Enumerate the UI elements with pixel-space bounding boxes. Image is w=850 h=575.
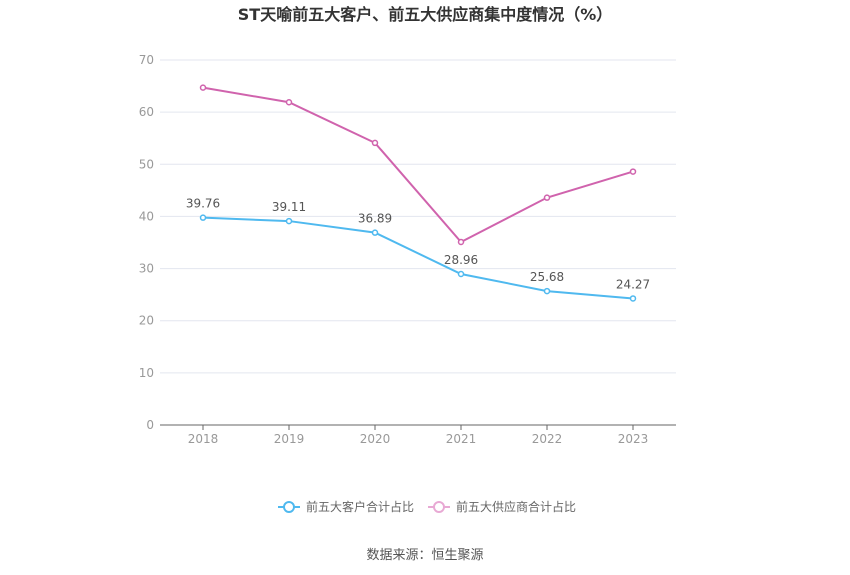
series-layer: 39.76 39.11 36.89 28.96 25.68 24.27 [186, 84, 650, 302]
series-2 [199, 84, 637, 246]
x-tick-label: 2018 [188, 432, 219, 446]
chart-title: ST天喻前五大客户、前五大供应商集中度情况（%） [238, 5, 612, 24]
data-point[interactable] [457, 238, 465, 246]
y-axis: 0 10 20 30 40 50 60 70 [139, 53, 154, 432]
data-point[interactable] [629, 168, 637, 175]
data-point[interactable] [543, 287, 551, 295]
data-label: 39.11 [272, 200, 306, 214]
grid [160, 59, 676, 374]
data-point[interactable] [371, 139, 379, 147]
legend-item-1[interactable]: 前五大客户合计占比 [278, 499, 414, 514]
data-label: 39.76 [186, 197, 220, 211]
legend-label: 前五大客户合计占比 [306, 499, 414, 514]
legend-marker [433, 501, 445, 513]
legend[interactable]: 前五大客户合计占比 前五大供应商合计占比 [278, 499, 576, 514]
data-label: 28.96 [444, 253, 478, 267]
y-tick-label: 60 [139, 105, 154, 119]
series-line [202, 86, 634, 244]
data-point[interactable] [285, 98, 293, 106]
data-point[interactable] [629, 295, 637, 302]
y-tick-label: 10 [139, 366, 154, 380]
data-label: 36.89 [358, 212, 392, 226]
y-tick-label: 20 [139, 314, 154, 328]
y-tick-label: 40 [139, 209, 154, 223]
data-point[interactable] [371, 229, 379, 236]
x-axis: 2018 2019 2020 2021 2022 2023 [160, 424, 676, 446]
x-tick-label: 2021 [446, 432, 477, 446]
x-tick-label: 2023 [618, 432, 649, 446]
y-tick-label: 70 [139, 53, 154, 67]
series-1: 39.76 39.11 36.89 28.96 25.68 24.27 [186, 197, 650, 302]
x-tick-label: 2019 [274, 432, 305, 446]
y-tick-label: 50 [139, 157, 154, 171]
y-tick-label: 0 [146, 418, 154, 432]
legend-label: 前五大供应商合计占比 [456, 499, 576, 514]
series-line [202, 216, 634, 300]
source-note: 数据来源：恒生聚源 [366, 548, 483, 563]
data-label: 24.27 [616, 277, 650, 291]
legend-item-2[interactable]: 前五大供应商合计占比 [428, 499, 576, 514]
x-tick-label: 2022 [532, 432, 563, 446]
x-tick-label: 2020 [360, 432, 391, 446]
data-point[interactable] [457, 270, 465, 278]
data-point[interactable] [285, 217, 293, 225]
y-tick-label: 30 [139, 262, 154, 276]
data-point[interactable] [199, 84, 207, 91]
data-point[interactable] [199, 214, 207, 221]
legend-marker [283, 501, 295, 513]
data-label: 25.68 [530, 270, 564, 284]
data-point[interactable] [543, 194, 551, 201]
